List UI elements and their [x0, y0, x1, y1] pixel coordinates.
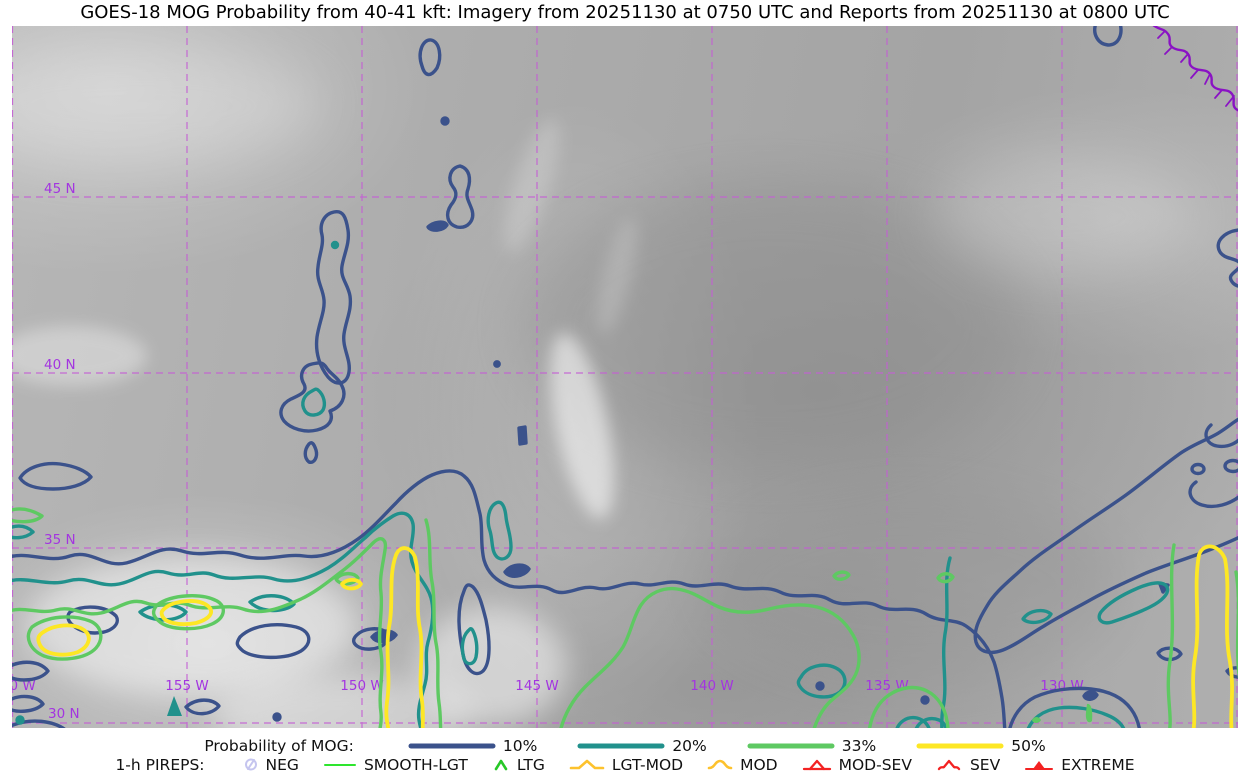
lon-label: 140 W	[690, 678, 733, 694]
legend-item-label: NEG	[265, 755, 299, 774]
lat-label: 40 N	[44, 357, 76, 373]
page-title: GOES-18 MOG Probability from 40-41 kft: …	[80, 2, 1170, 23]
legend-item-label: LGT-MOD	[611, 755, 684, 774]
lon-label: 145 W	[515, 678, 558, 694]
legend-item-label: EXTREME	[1061, 755, 1135, 774]
legend-item-33pct: 33%	[747, 737, 876, 755]
lon-label: 150 W	[340, 678, 383, 694]
lat-label: 45 N	[44, 181, 76, 197]
legend-item-label: 33%	[841, 736, 877, 755]
legend-item-neg: NEG	[243, 756, 299, 774]
lat-label: 35 N	[44, 532, 76, 548]
lon-label: 155 W	[165, 678, 208, 694]
legend-item-label: 50%	[1011, 736, 1046, 755]
filled-triangle-icon	[1025, 761, 1054, 770]
map-canvas: 45 N 40 N 35 N 30 N 160 W 155 W 150 W 14…	[12, 26, 1238, 728]
line-icon	[323, 764, 356, 766]
legend-item-label: 10%	[502, 736, 538, 755]
coastline	[1152, 26, 1238, 112]
contour-swatch-10pct	[408, 743, 496, 748]
legend-item-50pct: 50%	[916, 736, 1046, 755]
graticule	[12, 26, 1238, 728]
contour-swatch-33pct	[747, 743, 835, 748]
legend-item-label: SEV	[969, 755, 1001, 774]
legend-item-label: MOD-SEV	[838, 755, 912, 774]
arch-icon	[707, 759, 733, 770]
contour-swatch-20pct	[577, 743, 665, 748]
flared-caret-icon	[937, 759, 961, 771]
pirep-marker-ltg	[167, 696, 182, 716]
lon-label: 160 W	[12, 678, 36, 694]
probability-legend: Probability of MOG: 10% 20% 33% 50%	[0, 737, 1250, 755]
lon-label: 135 W	[865, 678, 908, 694]
legend-item-label: MOD	[740, 755, 778, 774]
legend-item-label: SMOOTH-LGT	[363, 755, 468, 774]
legend-item-label: 20%	[672, 736, 707, 755]
caret-underline-icon	[802, 759, 831, 771]
legend-item-label: LTG	[516, 755, 545, 774]
caret-icon	[494, 759, 508, 771]
legend: Probability of MOG: 10% 20% 33% 50%	[0, 728, 1250, 782]
null-circle-icon	[244, 758, 257, 771]
probability-legend-label: Probability of MOG:	[204, 736, 354, 755]
contour-swatch-50pct	[916, 743, 1004, 748]
contour-50pct	[36, 544, 1234, 728]
legend-item-extreme: EXTREME	[1024, 755, 1135, 774]
contour-10pct	[12, 26, 1238, 728]
satellite-map: 45 N 40 N 35 N 30 N 160 W 155 W 150 W 14…	[12, 26, 1238, 728]
legend-item-sev: SEV	[936, 756, 1000, 774]
legend-item-mod: MOD	[707, 756, 778, 774]
legend-item-lgt-mod: LGT-MOD	[569, 756, 683, 774]
legend-item-10pct: 10%	[408, 737, 537, 755]
legend-item-ltg: LTG	[492, 756, 545, 774]
legend-item-smooth-lgt: SMOOTH-LGT	[323, 756, 468, 774]
pireps-legend-label: 1-h PIREPS:	[115, 755, 205, 774]
lat-label: 30 N	[48, 706, 80, 722]
pireps-legend: 1-h PIREPS: NEG SMOOTH-LGT LTG	[0, 756, 1250, 774]
legend-item-mod-sev: MOD-SEV	[802, 756, 912, 774]
legend-item-20pct: 20%	[577, 736, 707, 755]
caret-base-icon	[569, 759, 605, 770]
